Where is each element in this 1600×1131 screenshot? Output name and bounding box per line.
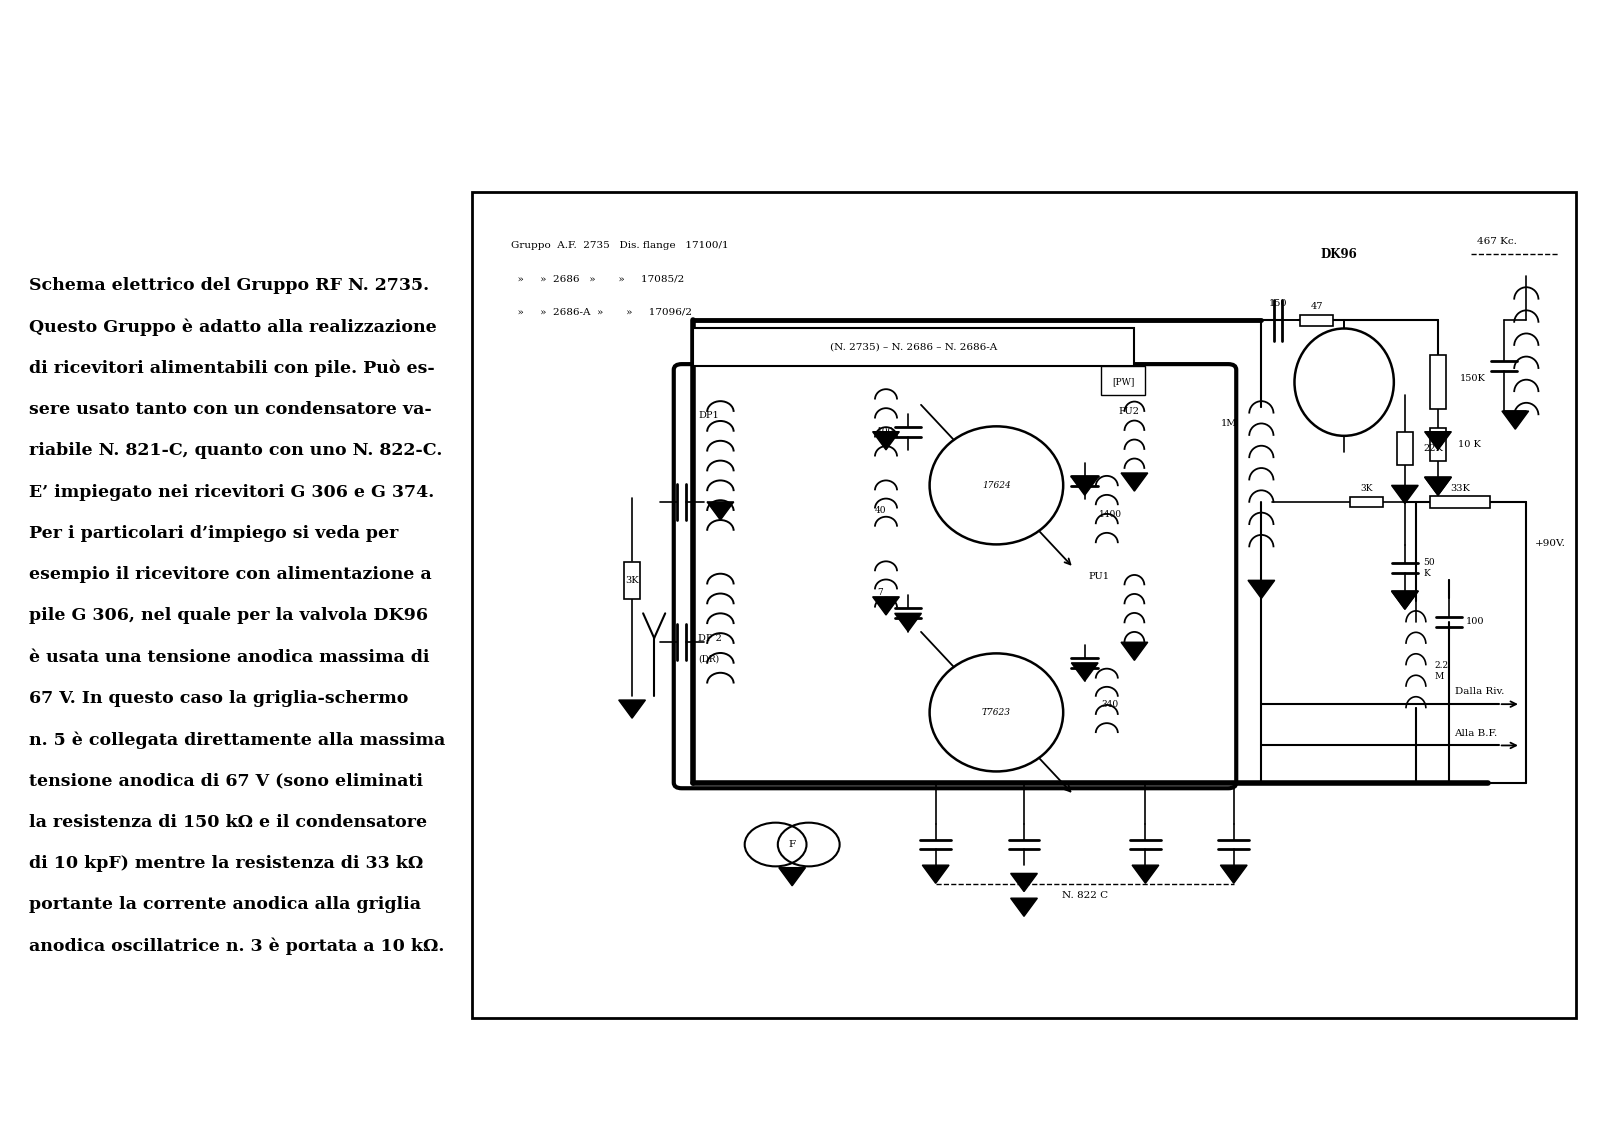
- Polygon shape: [1424, 477, 1451, 495]
- Text: 150K: 150K: [1461, 373, 1486, 382]
- Polygon shape: [1392, 592, 1418, 610]
- Text: E’ impiegato nei ricevitori G 306 e G 374.: E’ impiegato nei ricevitori G 306 e G 37…: [29, 484, 434, 501]
- Text: n. 5 è collegata direttamente alla massima: n. 5 è collegata direttamente alla massi…: [29, 731, 445, 749]
- Text: Schema elettrico del Gruppo RF N. 2735.: Schema elettrico del Gruppo RF N. 2735.: [29, 277, 429, 294]
- Text: 10 K: 10 K: [1458, 440, 1480, 449]
- Text: Per i particolari d’impiego si veda per: Per i particolari d’impiego si veda per: [29, 525, 398, 542]
- Text: »     »  2686-A  »       »     17096/2: » » 2686-A » » 17096/2: [510, 308, 691, 317]
- Text: F: F: [789, 840, 795, 849]
- Text: 467 Kc.: 467 Kc.: [1477, 238, 1517, 247]
- Text: PU1: PU1: [1088, 571, 1109, 580]
- Polygon shape: [872, 432, 899, 450]
- Polygon shape: [1221, 865, 1246, 883]
- Text: anodica oscillatrice n. 3 è portata a 10 kΩ.: anodica oscillatrice n. 3 è portata a 10…: [29, 938, 445, 955]
- Text: (N. 2735) – N. 2686 – N. 2686-A: (N. 2735) – N. 2686 – N. 2686-A: [830, 343, 997, 352]
- Bar: [624, 562, 640, 599]
- Text: DK96: DK96: [1320, 248, 1357, 260]
- Text: 150: 150: [1269, 300, 1286, 309]
- Polygon shape: [1122, 473, 1147, 491]
- Text: Alla B.F.: Alla B.F.: [1454, 728, 1498, 737]
- Text: 33K: 33K: [1450, 484, 1470, 493]
- Text: Gruppo  A.F.  2735   Dis. flange   17100/1: Gruppo A.F. 2735 Dis. flange 17100/1: [510, 241, 728, 250]
- Ellipse shape: [1294, 328, 1394, 435]
- Bar: [1430, 495, 1491, 508]
- Polygon shape: [1133, 865, 1158, 883]
- Text: di ricevitori alimentabili con pile. Può es-: di ricevitori alimentabili con pile. Può…: [29, 360, 435, 377]
- Text: 100: 100: [1466, 618, 1485, 627]
- Polygon shape: [1392, 592, 1418, 610]
- Text: DP1: DP1: [698, 411, 718, 420]
- Text: di 10 kpF) mentre la resistenza di 33 kΩ: di 10 kpF) mentre la resistenza di 33 kΩ: [29, 855, 422, 872]
- Polygon shape: [779, 867, 805, 886]
- Text: è usata una tensione anodica massima di: è usata una tensione anodica massima di: [29, 649, 429, 666]
- Text: 100: 100: [877, 428, 894, 437]
- Text: T7623: T7623: [982, 708, 1011, 717]
- Polygon shape: [1072, 477, 1098, 495]
- Text: sere usato tanto con un condensatore va-: sere usato tanto con un condensatore va-: [29, 402, 432, 418]
- Text: riabile N. 821-C, quanto con uno N. 822-C.: riabile N. 821-C, quanto con uno N. 822-…: [29, 442, 442, 459]
- Text: Dalla Riv.: Dalla Riv.: [1454, 688, 1504, 697]
- Polygon shape: [1248, 580, 1275, 598]
- Polygon shape: [1424, 477, 1451, 495]
- Text: pile G 306, nel quale per la valvola DK96: pile G 306, nel quale per la valvola DK9…: [29, 607, 427, 624]
- FancyBboxPatch shape: [693, 328, 1134, 365]
- Text: 17624: 17624: [982, 481, 1011, 490]
- Bar: [1299, 314, 1333, 326]
- Text: la resistenza di 150 kΩ e il condensatore: la resistenza di 150 kΩ e il condensator…: [29, 814, 427, 831]
- Polygon shape: [1122, 642, 1147, 661]
- Polygon shape: [707, 502, 734, 520]
- Text: 67 V. In questo caso la griglia-schermo: 67 V. In questo caso la griglia-schermo: [29, 690, 408, 707]
- Bar: [1397, 432, 1413, 465]
- Text: portante la corrente anodica alla griglia: portante la corrente anodica alla grigli…: [29, 896, 421, 914]
- Polygon shape: [1072, 663, 1098, 681]
- Text: 40: 40: [875, 506, 886, 515]
- Text: +90V.: +90V.: [1534, 538, 1566, 547]
- Polygon shape: [894, 613, 922, 631]
- Polygon shape: [1011, 873, 1037, 891]
- Text: 3K: 3K: [1360, 484, 1373, 493]
- Polygon shape: [619, 700, 645, 718]
- Polygon shape: [1502, 411, 1528, 430]
- Text: 50
K: 50 K: [1424, 559, 1435, 578]
- Text: DP 2: DP 2: [698, 633, 722, 642]
- Polygon shape: [1011, 898, 1037, 916]
- Polygon shape: [1424, 432, 1451, 450]
- Polygon shape: [872, 597, 899, 615]
- Bar: [472, 192, 1576, 1018]
- Text: »     »  2686   »       »     17085/2: » » 2686 » » 17085/2: [510, 275, 683, 284]
- Text: Questo Gruppo è adatto alla realizzazione: Questo Gruppo è adatto alla realizzazion…: [29, 319, 437, 336]
- Bar: [1430, 355, 1446, 409]
- Text: (DR): (DR): [698, 654, 720, 663]
- Text: esempio il ricevitore con alimentazione a: esempio il ricevitore con alimentazione …: [29, 567, 432, 584]
- Text: 3K: 3K: [626, 576, 638, 585]
- Text: PU2: PU2: [1118, 406, 1139, 415]
- Text: N. 822 C: N. 822 C: [1062, 891, 1107, 900]
- Polygon shape: [922, 865, 949, 883]
- Ellipse shape: [930, 426, 1062, 544]
- Ellipse shape: [930, 654, 1062, 771]
- Text: [PW]: [PW]: [1112, 378, 1134, 387]
- Bar: [1101, 365, 1146, 395]
- Text: 340: 340: [1101, 700, 1118, 709]
- Text: 7: 7: [878, 588, 883, 597]
- Text: 1M: 1M: [1221, 418, 1237, 428]
- Bar: [1430, 428, 1446, 460]
- Text: 22K: 22K: [1424, 443, 1443, 452]
- Text: 1400: 1400: [1099, 510, 1122, 519]
- Polygon shape: [1392, 485, 1418, 503]
- Text: 47: 47: [1310, 302, 1323, 311]
- Text: 2.2
M: 2.2 M: [1435, 662, 1450, 681]
- Bar: [1350, 497, 1382, 507]
- Text: tensione anodica di 67 V (sono eliminati: tensione anodica di 67 V (sono eliminati: [29, 772, 422, 789]
